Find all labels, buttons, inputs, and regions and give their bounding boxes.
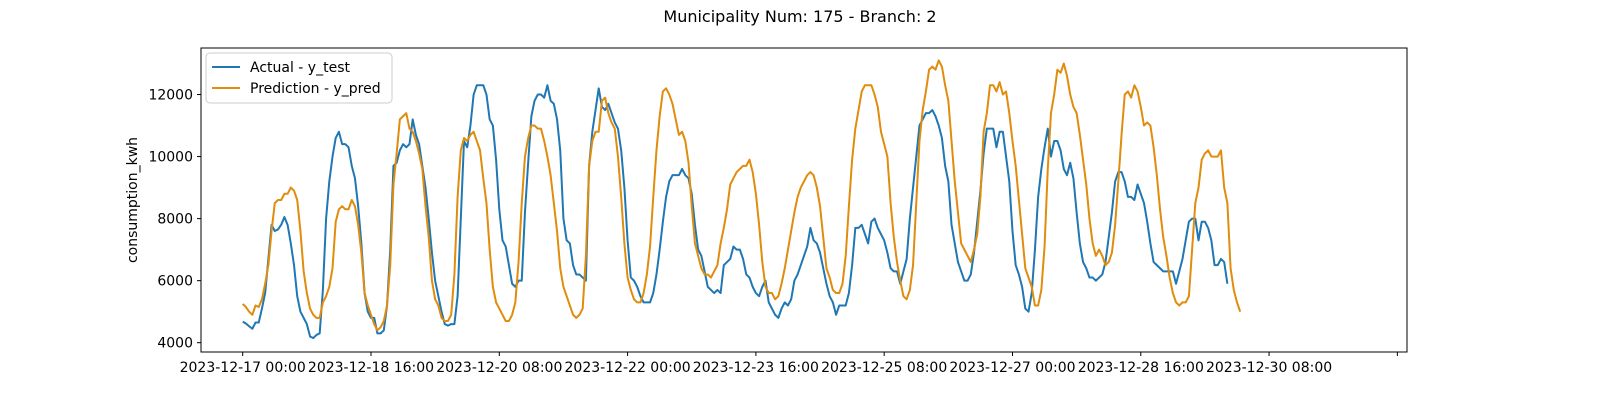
legend-box <box>205 52 393 104</box>
x-tick-label: 2023-12-23 16:00 <box>693 360 819 376</box>
plot-area-frame <box>200 47 1408 353</box>
series-line-prediction <box>242 59 1242 332</box>
x-tick-label: 2023-12-18 16:00 <box>308 360 434 376</box>
legend: Actual - y_test Prediction - y_pred <box>205 52 393 104</box>
legend-label: Prediction - y_pred <box>250 81 381 97</box>
y-tick-label: 12000 <box>148 88 193 104</box>
y-tick-label: 8000 <box>157 212 193 228</box>
series-lines <box>242 59 1242 340</box>
x-tick-label: 2023-12-22 00:00 <box>565 360 691 376</box>
x-tick-label: 2023-12-20 08:00 <box>436 360 562 376</box>
y-axis-label: consumption_kwh <box>125 137 141 263</box>
x-tick-label: 2023-12-17 00:00 <box>180 360 306 376</box>
legend-items: Actual - y_test Prediction - y_pred <box>212 60 381 97</box>
y-tick-label: 10000 <box>148 150 193 166</box>
series-line-actual <box>242 84 1229 340</box>
y-tick-label: 4000 <box>157 336 193 352</box>
x-tick-label: 2023-12-25 08:00 <box>821 360 947 376</box>
y-axis-ticks: 4000 6000 8000 10000 12000 <box>148 88 201 352</box>
x-tick-label: 2023-12-28 16:00 <box>1078 360 1204 376</box>
x-axis-ticks: 2023-12-17 00:00 2023-12-18 16:00 2023-12-… <box>180 352 1398 376</box>
legend-label: Actual - y_test <box>250 60 350 76</box>
x-tick-label: 2023-12-27 00:00 <box>949 360 1075 376</box>
y-tick-label: 6000 <box>157 274 193 290</box>
chart-title: Municipality Num: 175 - Branch: 2 <box>663 7 936 26</box>
x-tick-label: 2023-12-30 08:00 <box>1206 360 1332 376</box>
